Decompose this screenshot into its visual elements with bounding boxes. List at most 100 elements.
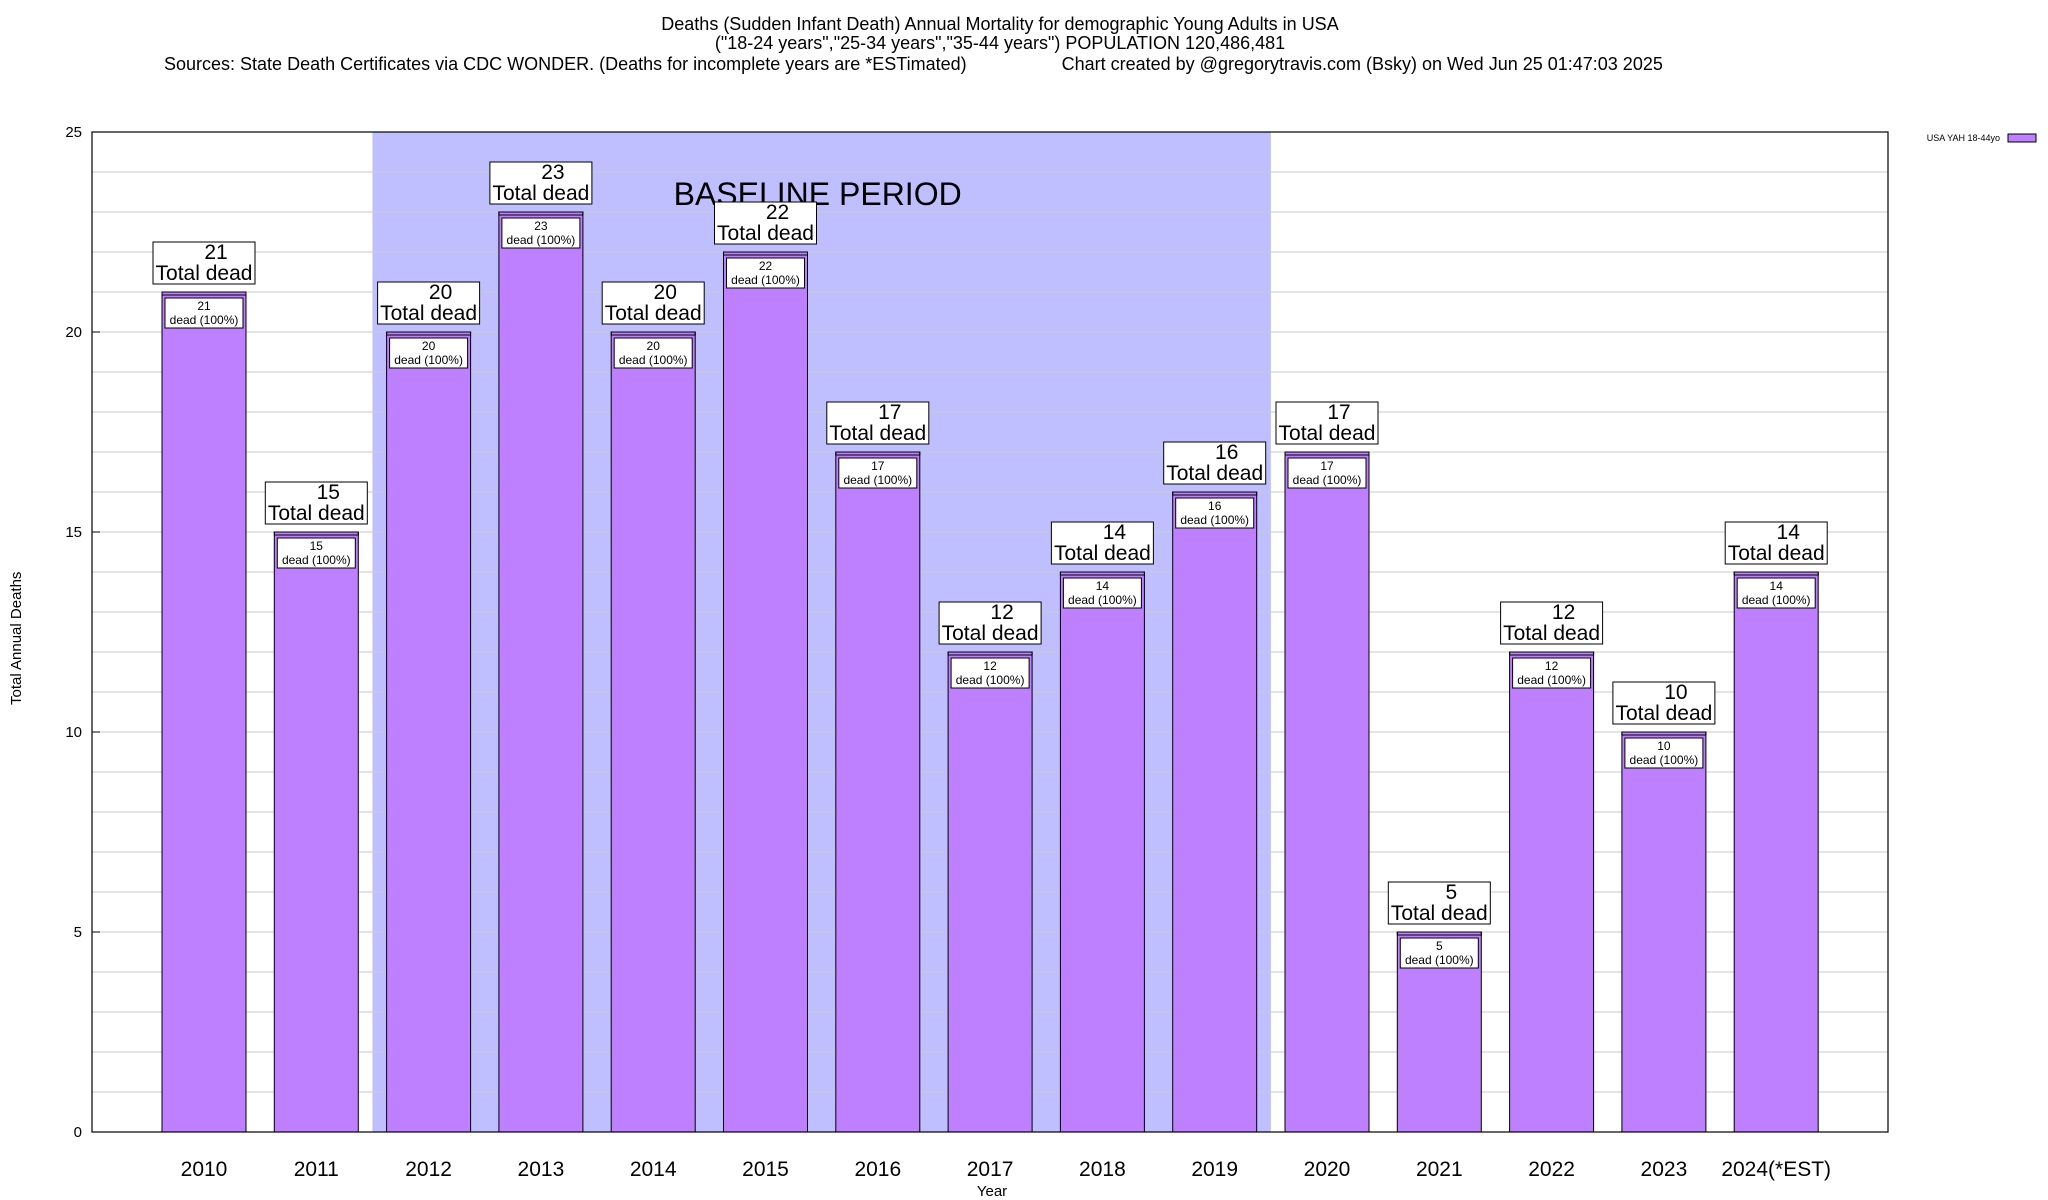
top-label-text: Total dead	[1615, 702, 1712, 725]
inner-label-box	[1399, 937, 1479, 969]
inner-label-text: dead (100%)	[1742, 593, 1811, 607]
inner-label-text: dead (100%)	[956, 673, 1025, 687]
top-label-value: 20	[654, 281, 677, 304]
top-label-text: Total dead	[1391, 902, 1488, 925]
top-label-box	[1163, 441, 1267, 485]
x-tick-label: 2016	[854, 1158, 901, 1181]
inner-label-text: dead (100%)	[1630, 753, 1699, 767]
top-label-box	[601, 281, 705, 325]
top-label-box	[152, 241, 256, 285]
x-tick-label: 2014	[630, 1158, 677, 1181]
bar	[1733, 571, 1819, 1133]
inner-label-box	[1287, 457, 1367, 489]
x-tick-label: 2011	[294, 1158, 339, 1181]
bar-cap	[1509, 651, 1595, 656]
bar-cap	[1621, 731, 1707, 736]
top-label-value: 5	[1445, 881, 1457, 904]
chart-title: Deaths (Sudden Infant Death) Annual Mort…	[661, 14, 1339, 34]
inner-label-text: dead (100%)	[394, 353, 463, 367]
top-label-value: 22	[766, 201, 789, 224]
top-label-value: 23	[541, 161, 564, 184]
bar	[498, 211, 584, 1133]
bar-cap	[1059, 571, 1145, 576]
bar-cap	[723, 251, 808, 256]
top-label-text: Total dead	[492, 182, 589, 205]
bar-cap	[1733, 571, 1819, 576]
top-label-value: 16	[1215, 441, 1238, 464]
inner-label-text: dead (100%)	[507, 233, 576, 247]
top-label-value: 12	[990, 601, 1013, 624]
inner-label-box	[726, 257, 805, 289]
top-label-value: 21	[204, 241, 227, 264]
legend-swatch	[2007, 133, 2037, 143]
inner-label-text: dead (100%)	[1180, 513, 1249, 527]
bar	[161, 291, 247, 1133]
inner-label-box	[613, 337, 693, 369]
bar	[1509, 651, 1595, 1133]
y-tick-label: 15	[65, 524, 82, 541]
inner-label-value: 14	[1096, 579, 1110, 593]
x-tick-label: 2023	[1641, 1158, 1688, 1181]
inner-label-box	[501, 217, 581, 249]
inner-label-text: dead (100%)	[282, 553, 351, 567]
inner-label-box	[1512, 657, 1592, 689]
y-tick-label: 0	[74, 1124, 82, 1141]
bar-cap	[386, 331, 472, 336]
inner-label-value: 5	[1436, 939, 1443, 953]
inner-label-value: 16	[1208, 499, 1222, 513]
inner-label-value: 15	[310, 539, 324, 553]
x-tick-label: 2024(*EST)	[1721, 1158, 1831, 1181]
bar	[386, 331, 472, 1133]
x-tick-label: 2021	[1416, 1158, 1463, 1181]
inner-label-text: dead (100%)	[170, 313, 239, 327]
top-label-text: Total dead	[156, 262, 253, 285]
bar	[1172, 491, 1258, 1133]
inner-label-text: dead (100%)	[731, 273, 800, 287]
inner-label-box	[389, 337, 469, 369]
bar	[610, 331, 696, 1133]
inner-label-value: 10	[1657, 739, 1671, 753]
top-label-box	[1387, 881, 1491, 925]
x-tick-label: 2019	[1191, 1158, 1238, 1181]
inner-label-box	[164, 297, 244, 329]
x-tick-label: 2022	[1528, 1158, 1575, 1181]
inner-label-text: dead (100%)	[1517, 673, 1586, 687]
x-tick-label: 2018	[1079, 1158, 1126, 1181]
x-tick-label: 2017	[967, 1158, 1014, 1181]
bar	[1621, 731, 1707, 1133]
top-label-box	[714, 201, 817, 245]
top-label-text: Total dead	[605, 302, 702, 325]
inner-label-text: dead (100%)	[619, 353, 688, 367]
bar	[1059, 571, 1145, 1133]
top-label-value: 20	[429, 281, 452, 304]
inner-label-value: 17	[1320, 459, 1334, 473]
inner-label-text: dead (100%)	[1068, 593, 1137, 607]
top-label-value: 17	[1327, 401, 1350, 424]
top-label-value: 12	[1552, 601, 1575, 624]
top-label-box	[1612, 681, 1716, 725]
top-label-value: 15	[317, 481, 340, 504]
y-tick-label: 25	[65, 124, 82, 141]
bar-cap	[947, 651, 1033, 656]
top-label-value: 14	[1103, 521, 1127, 544]
top-label-box	[489, 161, 593, 205]
plot-frame	[91, 131, 1889, 1133]
bar-cap	[161, 291, 247, 296]
inner-label-value: 21	[197, 299, 211, 313]
bar-cap	[835, 451, 921, 456]
y-axis-label: Total Annual Deaths	[8, 571, 25, 705]
bar	[723, 251, 808, 1133]
x-tick-label: 2020	[1304, 1158, 1351, 1181]
inner-label-value: 20	[647, 339, 661, 353]
top-label-box	[264, 481, 368, 525]
bar-cap	[610, 331, 696, 336]
inner-label-box	[1175, 497, 1255, 529]
bar-cap	[498, 211, 584, 216]
inner-label-value: 12	[1545, 659, 1559, 673]
inner-label-text: dead (100%)	[843, 473, 912, 487]
x-axis-label: Year	[977, 1183, 1007, 1200]
inner-label-value: 23	[534, 219, 548, 233]
top-label-box	[938, 601, 1042, 645]
inner-label-value: 17	[871, 459, 885, 473]
